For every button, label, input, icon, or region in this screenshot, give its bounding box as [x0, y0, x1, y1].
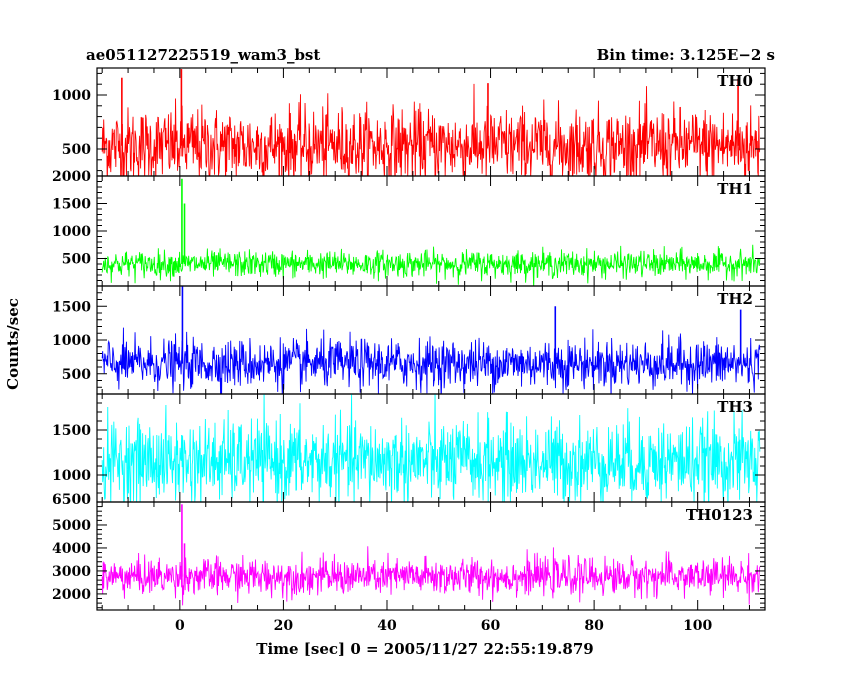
series-line-th1: [101, 244, 761, 286]
y-tick-label: 500: [62, 142, 91, 158]
x-tick-label: 60: [481, 618, 501, 634]
y-tick-label: 3000: [52, 564, 91, 580]
panel-label-th0: TH0: [717, 72, 753, 90]
y-axis-label: Counts/sec: [4, 298, 22, 390]
panel-label-th1: TH1: [717, 180, 753, 198]
panel-th0: 500 1000 TH0: [52, 67, 766, 177]
x-tick-label: 40: [377, 618, 397, 634]
panel-frame: [96, 501, 766, 611]
chart-title: ae051127225519_wam3_bst: [86, 46, 320, 64]
x-tick-label: 100: [683, 618, 712, 634]
y-tick-label: 1500: [52, 299, 91, 315]
panel-th3: 1000 1500 TH3: [52, 393, 766, 503]
y-tick-label: 2000: [52, 587, 91, 603]
series-line-th0123: [101, 546, 761, 606]
y-tick-label: 5000: [52, 518, 91, 534]
x-tick-label: 20: [274, 618, 294, 634]
y-tick-label: 6500: [52, 492, 91, 508]
panel-label-th2: TH2: [717, 290, 753, 308]
y-tick-label: 1000: [52, 224, 91, 240]
series-line-th3: [101, 394, 761, 502]
y-tick-label: 2000: [52, 169, 91, 185]
x-tick-label: 80: [584, 618, 604, 634]
x-axis-label: Time [sec] 0 = 2005/11/27 22:55:19.879: [256, 640, 593, 658]
y-tick-label: 1500: [52, 423, 91, 439]
x-tick-label: 0: [175, 618, 185, 634]
panel-th0123: 2000 3000 4000 5000 6500 TH0123: [52, 492, 766, 611]
y-tick-label: 500: [62, 367, 91, 383]
panel-th2: 500 1000 1500 TH2: [52, 285, 766, 395]
panel-label-th0123: TH0123: [686, 506, 753, 524]
panel-th1: 500 1000 1500 2000 TH1: [52, 169, 766, 287]
y-tick-label: 1500: [52, 197, 91, 213]
chart-subtitle: Bin time: 3.125E−2 s: [597, 46, 775, 64]
y-tick-label: 1000: [52, 88, 91, 104]
y-tick-label: 1000: [52, 468, 91, 484]
series-line-th0: [101, 83, 761, 176]
series-line-th2: [101, 327, 761, 394]
y-tick-label: 4000: [52, 541, 91, 557]
y-tick-label: 1000: [52, 333, 91, 349]
y-tick-label: 500: [62, 252, 91, 268]
panel-label-th3: TH3: [717, 398, 753, 416]
